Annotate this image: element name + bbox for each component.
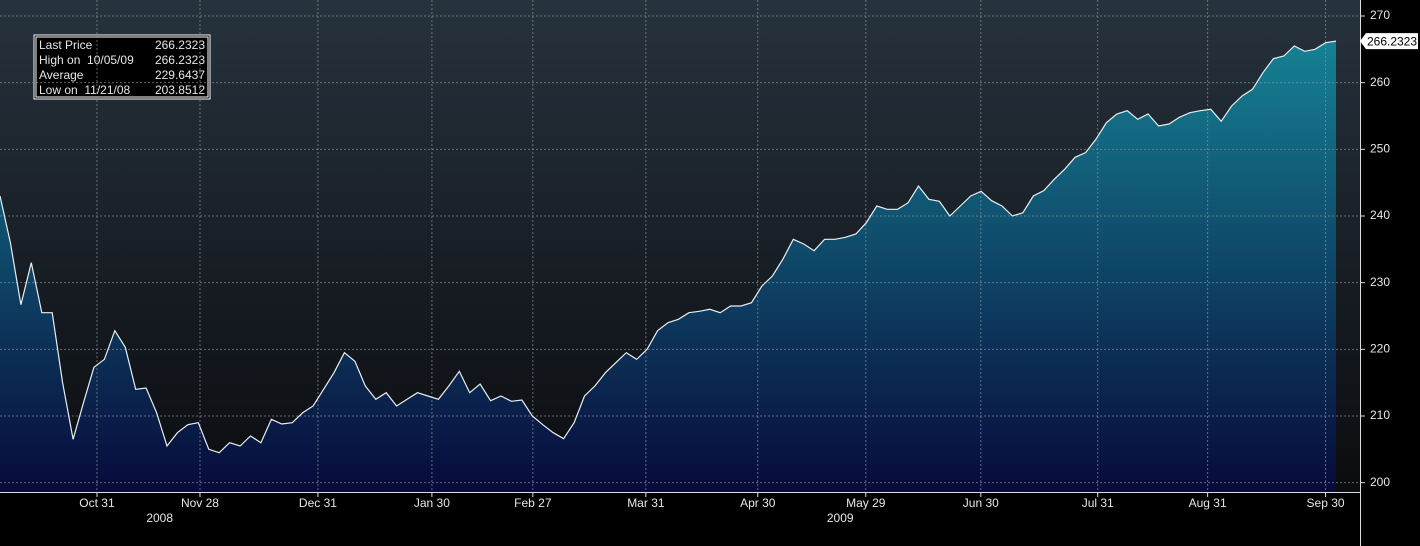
stat-value: 203.8512 xyxy=(155,83,205,97)
stat-value: 229.6437 xyxy=(155,68,205,82)
y-tick-label: 260 xyxy=(1370,75,1390,89)
year-label: 2009 xyxy=(827,511,854,525)
area xyxy=(0,41,1336,492)
stat-label: Low on 11/21/08 xyxy=(39,83,131,97)
x-tick-label: Jan 30 xyxy=(414,496,450,510)
x-tick-label: Jul 31 xyxy=(1082,496,1114,510)
x-tick-label: Oct 31 xyxy=(79,496,115,510)
x-tick-label: Feb 27 xyxy=(514,496,552,510)
y-tick-label: 210 xyxy=(1370,408,1390,422)
stats-frame xyxy=(33,34,211,100)
y-tick-label: 270 xyxy=(1370,8,1390,22)
x-tick-label: Sep 30 xyxy=(1307,496,1345,510)
stats-box: Last Price 266.2323 High on 10/05/09 266.23… xyxy=(33,34,211,100)
x-tick-label: Jun 30 xyxy=(963,496,999,510)
last-price-label: 266.2323 xyxy=(1367,34,1417,48)
x-tick-label: Nov 28 xyxy=(181,496,219,510)
y-tick-label: 220 xyxy=(1370,342,1390,356)
x-tick-label: Aug 31 xyxy=(1189,496,1227,510)
x-tick-label: Mar 31 xyxy=(627,496,665,510)
y-tick-label: 200 xyxy=(1370,475,1390,489)
price-line xyxy=(0,40,1337,454)
year-label: 2008 xyxy=(146,511,173,525)
x-tick-label: Dec 31 xyxy=(299,496,337,510)
stat-value: 266.2323 xyxy=(155,38,205,52)
x-tick-label: May 29 xyxy=(846,496,886,510)
y-tick-label: 240 xyxy=(1370,208,1390,222)
stat-label: High on 10/05/09 xyxy=(39,53,134,67)
last-price-tag xyxy=(1360,33,1418,50)
stat-label: Last Price xyxy=(39,38,93,52)
y-tick-label: 230 xyxy=(1370,275,1390,289)
stat-value: 266.2323 xyxy=(155,53,205,67)
x-tick-label: Apr 30 xyxy=(740,496,776,510)
stat-label: Average xyxy=(39,68,84,82)
y-tick-label: 250 xyxy=(1370,142,1390,156)
stats-frame-inner xyxy=(35,36,209,98)
